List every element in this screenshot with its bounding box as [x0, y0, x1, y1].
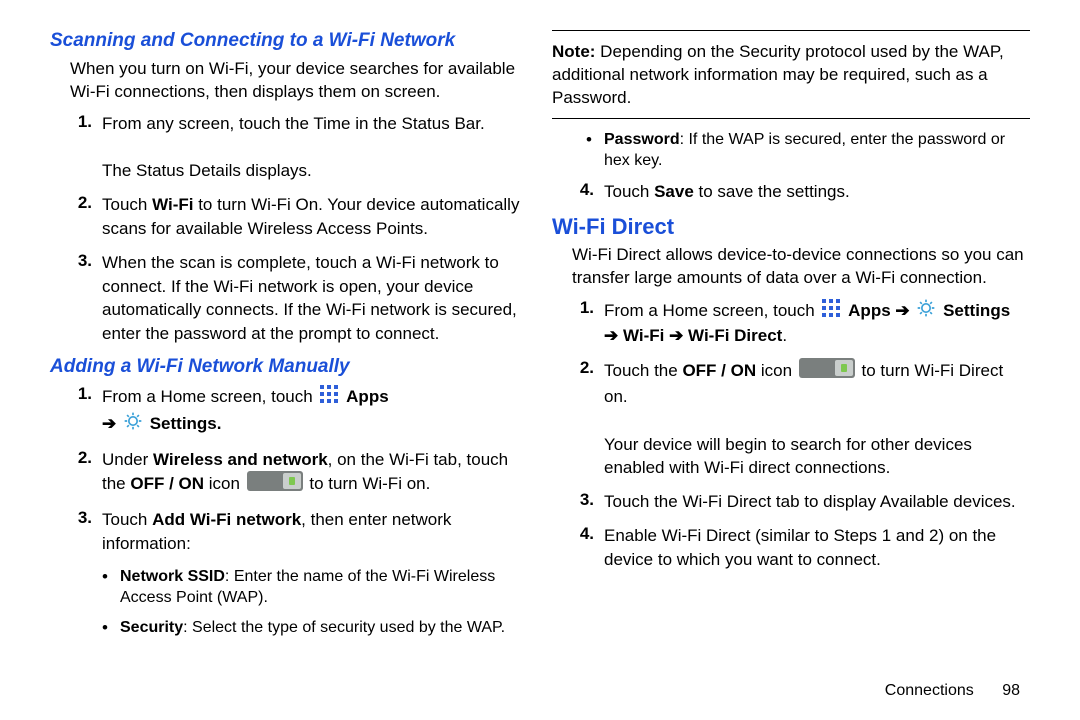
bullet-icon: •: [586, 129, 596, 172]
bullet-icon: •: [102, 566, 112, 609]
bold-text: ➔: [102, 414, 121, 433]
bold-text: Settings: [943, 301, 1010, 320]
step-text: Enable Wi-Fi Direct (similar to Steps 1 …: [604, 524, 1030, 572]
step-2: 2. Touch Wi-Fi to turn Wi-Fi On. Your de…: [50, 193, 528, 241]
text: icon: [204, 474, 245, 493]
settings-gear-icon: [123, 411, 143, 438]
page-number: 98: [1002, 682, 1020, 700]
horizontal-divider: [552, 30, 1030, 31]
bold-text: Save: [654, 182, 694, 201]
bullet-password: • Password: If the WAP is secured, enter…: [552, 129, 1030, 172]
text: Touch: [604, 182, 654, 201]
step-text: From a Home screen, touch Apps ➔: [102, 384, 389, 438]
page-footer: Connections 98: [885, 682, 1020, 700]
heading-adding: Adding a Wi-Fi Network Manually: [50, 356, 528, 378]
text: Under: [102, 450, 153, 469]
bullet-text: Security: Select the type of security us…: [120, 617, 505, 640]
bullet-text: Password: If the WAP is secured, enter t…: [604, 129, 1030, 172]
text: Your device will begin to search for oth…: [604, 435, 972, 478]
bold-text: Network SSID: [120, 568, 225, 585]
add-step-3: 3. Touch Add Wi-Fi network, then enter n…: [50, 508, 528, 556]
apps-grid-icon: [821, 298, 841, 325]
text: Touch: [102, 195, 152, 214]
save-step-4: 4. Touch Save to save the settings.: [552, 180, 1030, 204]
step-text: From any screen, touch the Time in the S…: [102, 112, 485, 183]
apps-grid-icon: [319, 384, 339, 411]
note-block: Note: Depending on the Security protocol…: [552, 41, 1030, 110]
step-number: 2.: [70, 448, 92, 499]
step-text: Touch the OFF / ON icon to turn Wi-Fi Di…: [604, 358, 1030, 480]
toggle-on-icon: [799, 358, 855, 385]
wd-step-2: 2. Touch the OFF / ON icon to turn Wi-Fi…: [552, 358, 1030, 480]
intro-wifi-direct: Wi-Fi Direct allows device-to-device con…: [552, 244, 1030, 290]
step-number: 2.: [70, 193, 92, 241]
step-number: 1.: [572, 298, 594, 349]
bold-text: Wi-Fi: [152, 195, 193, 214]
text: From a Home screen, touch: [604, 301, 819, 320]
bold-text: OFF / ON: [682, 361, 756, 380]
bold-text: ➔ Wi-Fi ➔ Wi-Fi Direct: [604, 326, 782, 345]
note-text: Depending on the Security protocol used …: [552, 42, 1004, 107]
two-column-layout: Scanning and Connecting to a Wi-Fi Netwo…: [50, 30, 1030, 648]
bullet-icon: •: [102, 617, 112, 640]
text: Touch the: [604, 361, 682, 380]
right-column: Note: Depending on the Security protocol…: [552, 30, 1030, 648]
step-text: Touch Save to save the settings.: [604, 180, 850, 204]
text: to save the settings.: [694, 182, 850, 201]
add-step-2: 2. Under Wireless and network, on the Wi…: [50, 448, 528, 499]
bold-text: Password: [604, 131, 680, 148]
step-text: Touch Wi-Fi to turn Wi-Fi On. Your devic…: [102, 193, 528, 241]
step-text: Under Wireless and network, on the Wi-Fi…: [102, 448, 528, 499]
text: Touch: [102, 510, 152, 529]
bold-text: Wireless and network: [153, 450, 328, 469]
bold-text: Add Wi-Fi network: [152, 510, 301, 529]
intro-scanning: When you turn on Wi-Fi, your device sear…: [50, 58, 528, 104]
settings-gear-icon: [916, 298, 936, 325]
horizontal-divider: [552, 118, 1030, 119]
wd-step-1: 1. From a Home screen, touch Apps ➔: [552, 298, 1030, 349]
step-text: Touch Add Wi-Fi network, then enter netw…: [102, 508, 528, 556]
step-text: When the scan is complete, touch a Wi-Fi…: [102, 251, 528, 346]
text: .: [782, 326, 787, 345]
bullet-text: Network SSID: Enter the name of the Wi-F…: [120, 566, 528, 609]
bold-text: ➔: [891, 301, 915, 320]
wd-step-4: 4. Enable Wi-Fi Direct (similar to Steps…: [552, 524, 1030, 572]
heading-wifi-direct: Wi-Fi Direct: [552, 214, 1030, 240]
add-step-1: 1. From a Home screen, touch Apps ➔: [50, 384, 528, 438]
bold-text: Apps: [848, 301, 891, 320]
text: to turn Wi-Fi on.: [309, 474, 430, 493]
step-1: 1. From any screen, touch the Time in th…: [50, 112, 528, 183]
text: : Select the type of security used by th…: [183, 619, 505, 636]
bold-text: OFF / ON: [130, 474, 204, 493]
step-number: 3.: [572, 490, 594, 514]
text: From a Home screen, touch: [102, 387, 317, 406]
bullet-security: • Security: Select the type of security …: [50, 617, 528, 640]
step-number: 3.: [70, 508, 92, 556]
left-column: Scanning and Connecting to a Wi-Fi Netwo…: [50, 30, 528, 648]
bold-text: Apps: [346, 387, 389, 406]
bold-text: Settings.: [150, 414, 222, 433]
toggle-on-icon: [247, 471, 303, 498]
bullet-ssid: • Network SSID: Enter the name of the Wi…: [50, 566, 528, 609]
step-text: Touch the Wi-Fi Direct tab to display Av…: [604, 490, 1016, 514]
text: From any screen, touch the Time in the S…: [102, 114, 485, 133]
step-number: 1.: [70, 112, 92, 183]
wd-step-3: 3. Touch the Wi-Fi Direct tab to display…: [552, 490, 1030, 514]
heading-scanning: Scanning and Connecting to a Wi-Fi Netwo…: [50, 30, 528, 52]
note-label: Note:: [552, 42, 595, 61]
step-number: 1.: [70, 384, 92, 438]
step-number: 2.: [572, 358, 594, 480]
step-number: 4.: [572, 180, 594, 204]
step-text: From a Home screen, touch Apps ➔: [604, 298, 1010, 349]
step-number: 3.: [70, 251, 92, 346]
step-3: 3. When the scan is complete, touch a Wi…: [50, 251, 528, 346]
text: icon: [756, 361, 797, 380]
bold-text: Security: [120, 619, 183, 636]
footer-section: Connections: [885, 682, 974, 699]
step-number: 4.: [572, 524, 594, 572]
text: The Status Details displays.: [102, 161, 312, 180]
page-root: Scanning and Connecting to a Wi-Fi Netwo…: [0, 0, 1080, 720]
